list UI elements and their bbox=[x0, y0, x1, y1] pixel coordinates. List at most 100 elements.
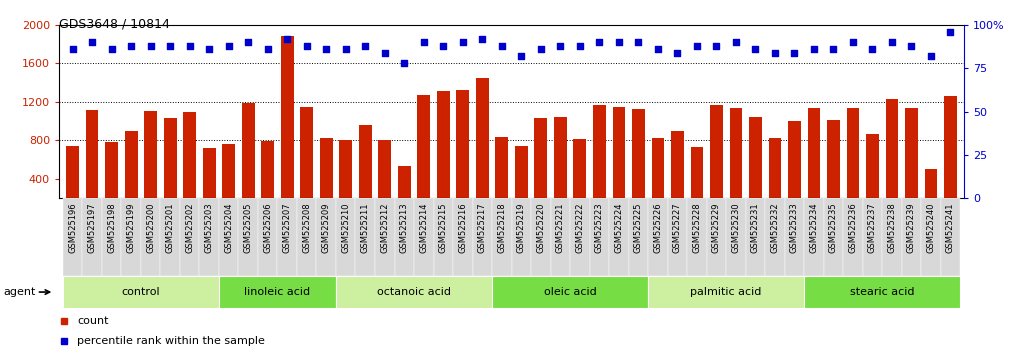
Point bbox=[182, 43, 198, 48]
Bar bbox=[765, 198, 785, 276]
Text: GSM525199: GSM525199 bbox=[127, 202, 135, 253]
Bar bbox=[417, 95, 430, 217]
Bar bbox=[476, 78, 488, 217]
Bar bbox=[63, 198, 82, 276]
Text: GSM525224: GSM525224 bbox=[614, 202, 623, 253]
Bar bbox=[882, 198, 902, 276]
Text: GSM525237: GSM525237 bbox=[868, 202, 877, 253]
Bar bbox=[550, 198, 571, 276]
Bar bbox=[671, 131, 683, 217]
Point bbox=[123, 43, 139, 48]
Point bbox=[221, 43, 237, 48]
Text: GSM525204: GSM525204 bbox=[224, 202, 233, 253]
Bar bbox=[356, 198, 375, 276]
Bar bbox=[492, 276, 648, 308]
Text: GSM525214: GSM525214 bbox=[419, 202, 428, 253]
Point bbox=[708, 43, 724, 48]
Bar bbox=[437, 91, 450, 217]
Bar bbox=[141, 198, 161, 276]
Point bbox=[64, 46, 80, 52]
Bar bbox=[219, 198, 238, 276]
Point bbox=[162, 43, 178, 48]
Text: GDS3648 / 10814: GDS3648 / 10814 bbox=[59, 18, 170, 31]
Bar bbox=[652, 138, 664, 217]
Bar bbox=[144, 110, 157, 217]
Bar bbox=[340, 141, 352, 217]
Bar bbox=[612, 107, 625, 217]
Bar bbox=[457, 90, 469, 217]
Text: GSM525231: GSM525231 bbox=[751, 202, 760, 253]
Bar bbox=[554, 117, 566, 217]
Point bbox=[943, 29, 959, 35]
Bar bbox=[85, 110, 99, 217]
Point bbox=[318, 46, 335, 52]
Point bbox=[84, 39, 101, 45]
Text: GSM525215: GSM525215 bbox=[438, 202, 447, 253]
Point bbox=[845, 39, 861, 45]
Bar bbox=[359, 125, 371, 217]
Bar bbox=[473, 198, 492, 276]
Bar bbox=[944, 96, 957, 217]
Text: count: count bbox=[77, 316, 109, 326]
Text: GSM525219: GSM525219 bbox=[517, 202, 526, 253]
Bar bbox=[886, 99, 898, 217]
Bar bbox=[258, 198, 278, 276]
Bar bbox=[807, 108, 821, 217]
Bar bbox=[336, 198, 356, 276]
Bar bbox=[707, 198, 726, 276]
Bar bbox=[648, 276, 804, 308]
Text: GSM525208: GSM525208 bbox=[302, 202, 311, 253]
Point bbox=[142, 43, 159, 48]
Bar bbox=[414, 198, 433, 276]
Bar bbox=[648, 198, 667, 276]
Text: agent: agent bbox=[3, 287, 36, 297]
Point bbox=[552, 43, 569, 48]
Point bbox=[376, 50, 393, 55]
Bar bbox=[316, 198, 336, 276]
Bar bbox=[667, 198, 687, 276]
Bar bbox=[242, 103, 254, 217]
Text: GSM525234: GSM525234 bbox=[810, 202, 819, 253]
Bar bbox=[804, 276, 960, 308]
Bar bbox=[199, 198, 219, 276]
Text: GSM525210: GSM525210 bbox=[342, 202, 350, 253]
Text: GSM525196: GSM525196 bbox=[68, 202, 77, 253]
Point bbox=[416, 39, 432, 45]
Text: GSM525230: GSM525230 bbox=[731, 202, 740, 253]
Bar bbox=[590, 198, 609, 276]
Point bbox=[825, 46, 841, 52]
Bar bbox=[710, 105, 723, 217]
Point bbox=[240, 39, 256, 45]
Point bbox=[689, 43, 705, 48]
Text: GSM525229: GSM525229 bbox=[712, 202, 721, 253]
Bar bbox=[395, 198, 414, 276]
Bar bbox=[804, 198, 824, 276]
Text: GSM525202: GSM525202 bbox=[185, 202, 194, 253]
Text: GSM525223: GSM525223 bbox=[595, 202, 604, 253]
Text: palmitic acid: palmitic acid bbox=[691, 287, 762, 297]
Point bbox=[435, 43, 452, 48]
Point bbox=[922, 53, 939, 59]
Bar bbox=[729, 108, 742, 217]
Bar bbox=[866, 134, 879, 217]
Bar bbox=[750, 117, 762, 217]
Text: GSM525218: GSM525218 bbox=[497, 202, 506, 253]
Bar bbox=[300, 107, 313, 217]
Bar bbox=[375, 198, 395, 276]
Text: GSM525209: GSM525209 bbox=[321, 202, 331, 253]
Bar bbox=[726, 198, 745, 276]
Text: GSM525241: GSM525241 bbox=[946, 202, 955, 253]
Bar bbox=[745, 198, 765, 276]
Text: GSM525225: GSM525225 bbox=[634, 202, 643, 253]
Bar bbox=[574, 139, 586, 217]
Bar bbox=[629, 198, 648, 276]
Bar bbox=[512, 198, 531, 276]
Point bbox=[299, 43, 315, 48]
Bar bbox=[161, 198, 180, 276]
Bar bbox=[827, 120, 840, 217]
Bar bbox=[843, 198, 862, 276]
Bar bbox=[102, 198, 121, 276]
Point bbox=[259, 46, 276, 52]
Bar bbox=[320, 138, 333, 217]
Point bbox=[397, 60, 413, 66]
